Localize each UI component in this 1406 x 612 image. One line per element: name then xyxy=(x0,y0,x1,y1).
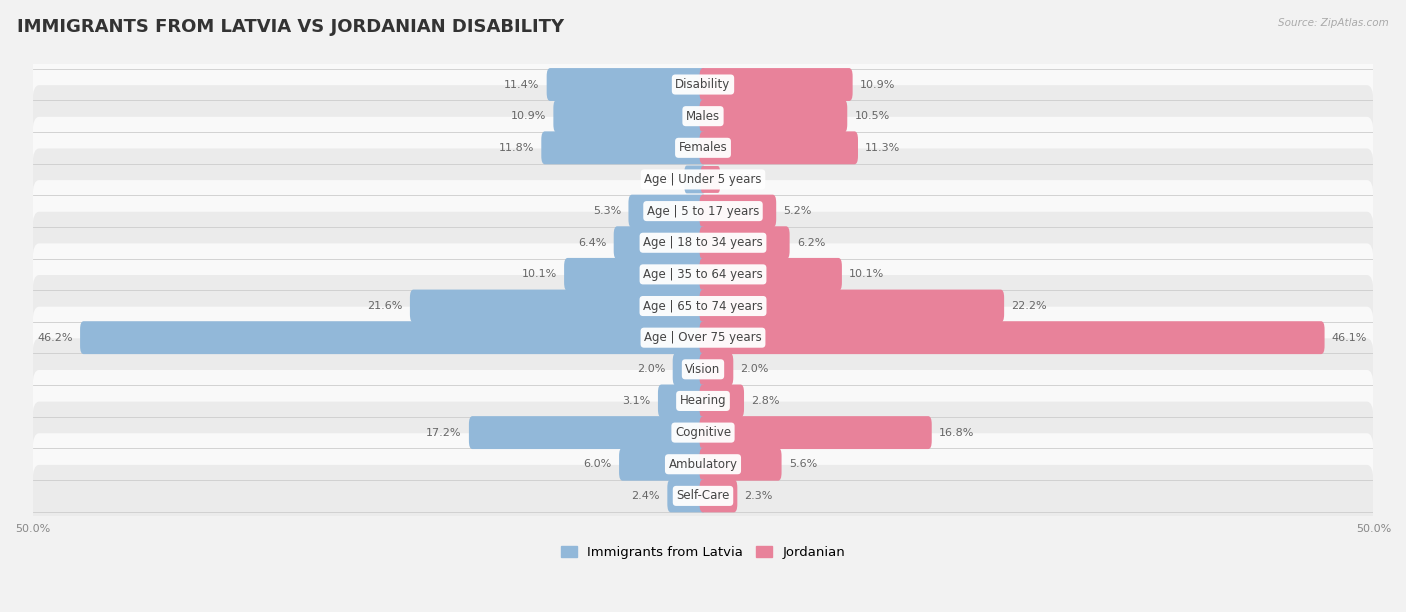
Text: Self-Care: Self-Care xyxy=(676,490,730,502)
FancyBboxPatch shape xyxy=(32,465,1374,527)
Text: Females: Females xyxy=(679,141,727,154)
Text: 10.9%: 10.9% xyxy=(510,111,546,121)
Text: 46.1%: 46.1% xyxy=(1331,333,1367,343)
FancyBboxPatch shape xyxy=(32,117,1374,179)
FancyBboxPatch shape xyxy=(32,244,1374,305)
Text: 2.4%: 2.4% xyxy=(631,491,659,501)
FancyBboxPatch shape xyxy=(700,321,1324,354)
FancyBboxPatch shape xyxy=(554,100,706,133)
Text: Age | 35 to 64 years: Age | 35 to 64 years xyxy=(643,268,763,281)
FancyBboxPatch shape xyxy=(672,353,706,386)
FancyBboxPatch shape xyxy=(628,195,706,228)
FancyBboxPatch shape xyxy=(658,384,706,417)
FancyBboxPatch shape xyxy=(470,416,706,449)
FancyBboxPatch shape xyxy=(668,479,706,512)
FancyBboxPatch shape xyxy=(619,448,706,480)
Text: 6.0%: 6.0% xyxy=(583,459,612,469)
Text: Cognitive: Cognitive xyxy=(675,426,731,439)
Text: Vision: Vision xyxy=(685,363,721,376)
FancyBboxPatch shape xyxy=(564,258,706,291)
Text: 3.1%: 3.1% xyxy=(623,396,651,406)
Text: Age | 65 to 74 years: Age | 65 to 74 years xyxy=(643,299,763,313)
FancyBboxPatch shape xyxy=(700,448,782,480)
FancyBboxPatch shape xyxy=(32,275,1374,337)
Text: IMMIGRANTS FROM LATVIA VS JORDANIAN DISABILITY: IMMIGRANTS FROM LATVIA VS JORDANIAN DISA… xyxy=(17,18,564,36)
FancyBboxPatch shape xyxy=(32,338,1374,400)
FancyBboxPatch shape xyxy=(32,401,1374,464)
Legend: Immigrants from Latvia, Jordanian: Immigrants from Latvia, Jordanian xyxy=(555,540,851,564)
FancyBboxPatch shape xyxy=(700,416,932,449)
Text: Males: Males xyxy=(686,110,720,122)
FancyBboxPatch shape xyxy=(411,289,706,323)
FancyBboxPatch shape xyxy=(700,353,734,386)
Text: 5.2%: 5.2% xyxy=(783,206,811,216)
Text: Hearing: Hearing xyxy=(679,395,727,408)
FancyBboxPatch shape xyxy=(700,68,852,101)
FancyBboxPatch shape xyxy=(32,180,1374,242)
Text: Age | Over 75 years: Age | Over 75 years xyxy=(644,331,762,344)
FancyBboxPatch shape xyxy=(32,212,1374,274)
Text: 2.0%: 2.0% xyxy=(637,364,665,375)
Text: 10.5%: 10.5% xyxy=(855,111,890,121)
Text: 10.1%: 10.1% xyxy=(522,269,557,280)
Text: 11.3%: 11.3% xyxy=(865,143,900,153)
Text: 1.1%: 1.1% xyxy=(728,174,756,184)
FancyBboxPatch shape xyxy=(700,384,744,417)
Text: 11.4%: 11.4% xyxy=(505,80,540,89)
FancyBboxPatch shape xyxy=(700,195,776,228)
Text: 10.9%: 10.9% xyxy=(860,80,896,89)
FancyBboxPatch shape xyxy=(700,479,737,512)
FancyBboxPatch shape xyxy=(32,85,1374,147)
Text: 17.2%: 17.2% xyxy=(426,428,461,438)
FancyBboxPatch shape xyxy=(32,149,1374,211)
Text: Ambulatory: Ambulatory xyxy=(668,458,738,471)
FancyBboxPatch shape xyxy=(700,258,842,291)
Text: Age | 18 to 34 years: Age | 18 to 34 years xyxy=(643,236,763,249)
Text: 11.8%: 11.8% xyxy=(499,143,534,153)
Text: 5.3%: 5.3% xyxy=(593,206,621,216)
FancyBboxPatch shape xyxy=(32,433,1374,495)
FancyBboxPatch shape xyxy=(700,132,858,164)
Text: 1.2%: 1.2% xyxy=(648,174,676,184)
Text: Age | Under 5 years: Age | Under 5 years xyxy=(644,173,762,186)
Text: 2.0%: 2.0% xyxy=(741,364,769,375)
FancyBboxPatch shape xyxy=(700,289,1004,323)
FancyBboxPatch shape xyxy=(32,53,1374,116)
FancyBboxPatch shape xyxy=(700,166,720,193)
FancyBboxPatch shape xyxy=(32,307,1374,368)
Text: Age | 5 to 17 years: Age | 5 to 17 years xyxy=(647,204,759,218)
FancyBboxPatch shape xyxy=(32,370,1374,432)
Text: 5.6%: 5.6% xyxy=(789,459,817,469)
FancyBboxPatch shape xyxy=(541,132,706,164)
Text: 2.8%: 2.8% xyxy=(751,396,780,406)
Text: Disability: Disability xyxy=(675,78,731,91)
Text: 21.6%: 21.6% xyxy=(367,301,402,311)
Text: 2.3%: 2.3% xyxy=(745,491,773,501)
FancyBboxPatch shape xyxy=(547,68,706,101)
Text: 46.2%: 46.2% xyxy=(38,333,73,343)
Text: 22.2%: 22.2% xyxy=(1011,301,1047,311)
FancyBboxPatch shape xyxy=(700,226,790,259)
FancyBboxPatch shape xyxy=(80,321,706,354)
Text: 16.8%: 16.8% xyxy=(939,428,974,438)
Text: 10.1%: 10.1% xyxy=(849,269,884,280)
Text: Source: ZipAtlas.com: Source: ZipAtlas.com xyxy=(1278,18,1389,28)
Text: 6.4%: 6.4% xyxy=(578,237,606,248)
Text: 6.2%: 6.2% xyxy=(797,237,825,248)
FancyBboxPatch shape xyxy=(700,100,848,133)
FancyBboxPatch shape xyxy=(685,165,706,193)
FancyBboxPatch shape xyxy=(613,226,706,259)
